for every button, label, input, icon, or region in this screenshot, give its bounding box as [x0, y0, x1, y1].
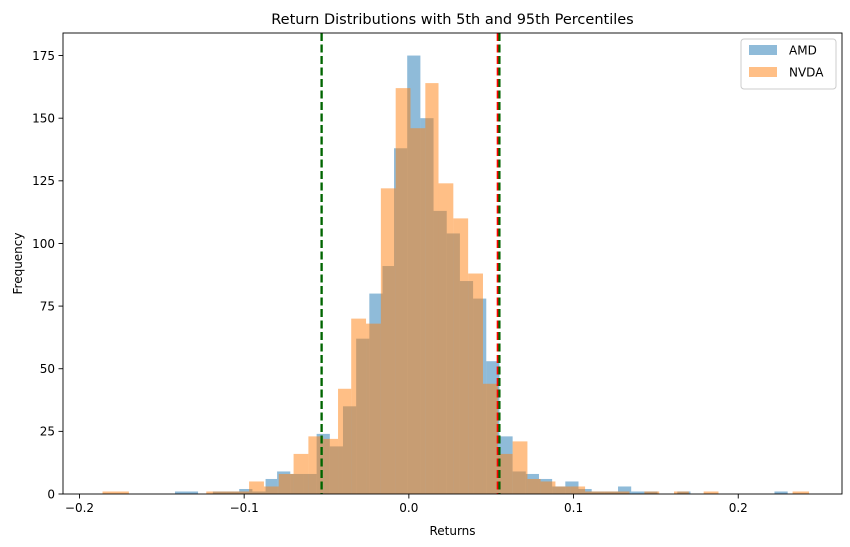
legend-swatch-amd [749, 45, 777, 55]
bar-nvda-32 [703, 491, 719, 494]
bar-nvda-30 [644, 491, 660, 494]
bar-nvda-29 [614, 491, 630, 494]
bar-amd-0 [174, 491, 199, 494]
bars-layer [102, 55, 810, 495]
x-axis-ticks: −0.2 −0.1 0.0 0.1 0.2 [65, 494, 748, 515]
bar-nvda-7 [293, 453, 309, 494]
bar-nvda-6 [278, 473, 294, 494]
y-tick-label: 75 [40, 299, 55, 313]
bar-amd-33 [631, 491, 645, 494]
y-axis-label: Frequency [11, 233, 25, 295]
legend-label-amd: AMD [789, 44, 817, 58]
y-tick-label: 175 [32, 49, 55, 63]
bar-nvda-9 [323, 438, 339, 494]
y-axis-ticks: 0 25 50 75 100 125 150 175 [32, 49, 63, 501]
plot-frame [62, 32, 843, 495]
bar-nvda-11 [351, 318, 367, 494]
bar-nvda-26 [570, 486, 586, 494]
bar-nvda-2 [219, 491, 235, 494]
bar-nvda-31 [674, 491, 689, 494]
bar-nvda-28 [599, 491, 615, 494]
x-tick-label: −0.1 [230, 501, 259, 515]
bar-nvda-4 [249, 481, 264, 494]
x-tick-label: 0.2 [729, 501, 748, 515]
legend-label-nvda: NVDA [789, 66, 824, 80]
plot-area [62, 32, 843, 495]
bar-nvda-14 [395, 88, 411, 495]
x-tick-label: −0.2 [65, 501, 94, 515]
bar-nvda-22 [512, 441, 528, 494]
y-tick-label: 100 [32, 237, 55, 251]
x-tick-label: 0.1 [564, 501, 583, 515]
bar-amd-36 [774, 491, 788, 494]
bar-nvda-1 [206, 491, 220, 494]
legend: AMD NVDA [740, 38, 837, 90]
bar-nvda-20 [482, 383, 498, 494]
bar-nvda-18 [453, 218, 469, 494]
y-tick-label: 125 [32, 174, 55, 188]
bar-nvda-19 [468, 273, 483, 494]
bar-nvda-5 [263, 486, 279, 494]
legend-swatch-nvda [749, 67, 777, 77]
chart-title: Return Distributions with 5th and 95th P… [271, 12, 633, 28]
bar-nvda-25 [555, 486, 571, 494]
reference-lines-layer [320, 33, 501, 494]
bar-nvda-15 [410, 128, 426, 494]
bar-nvda-23 [527, 478, 541, 494]
y-tick-label: 0 [47, 487, 55, 501]
y-tick-label: 50 [40, 362, 55, 376]
x-tick-label: 0.0 [399, 501, 418, 515]
y-tick-label: 150 [32, 111, 55, 125]
bar-nvda-12 [366, 323, 381, 494]
bar-nvda-16 [425, 83, 439, 495]
bar-nvda-0 [102, 491, 129, 494]
bar-nvda-3 [234, 491, 250, 494]
bar-nvda-17 [438, 183, 454, 494]
bar-nvda-10 [338, 388, 352, 494]
bar-amd-32 [618, 486, 632, 494]
bar-nvda-8 [308, 436, 324, 495]
bar-nvda-13 [380, 188, 396, 494]
bar-nvda-24 [540, 481, 556, 494]
series-nvda [102, 83, 810, 495]
bar-nvda-21 [497, 453, 513, 494]
bar-nvda-33 [792, 491, 810, 494]
y-tick-label: 25 [40, 425, 55, 439]
x-axis-label: Returns [429, 524, 475, 538]
bar-nvda-27 [585, 491, 600, 494]
